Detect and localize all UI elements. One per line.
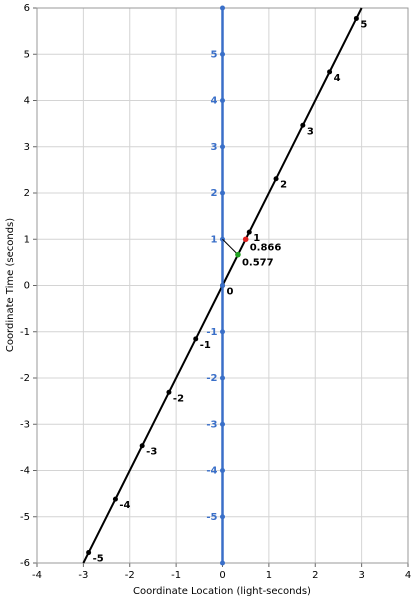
x-tick-label: -3 <box>78 570 88 581</box>
x-tick-label: 4 <box>405 570 411 581</box>
y-tick-label: -5 <box>20 512 30 523</box>
y-tick-label: 3 <box>24 142 30 153</box>
x-tick-label: -4 <box>32 570 42 581</box>
point <box>220 144 225 150</box>
y-tick-label: -1 <box>20 327 30 338</box>
point-label: -2 <box>173 393 184 404</box>
point-label: -5 <box>93 554 104 565</box>
x-axis-label: Coordinate Location (light-seconds) <box>133 586 311 597</box>
point <box>193 336 199 342</box>
point-label: 1 <box>211 234 218 245</box>
connector <box>222 238 239 256</box>
point-label: 5 <box>211 49 218 60</box>
y-axis-label: Coordinate Time (seconds) <box>5 218 16 352</box>
point <box>86 550 92 556</box>
y-tick-label: 1 <box>24 234 30 245</box>
x-tick-label: 2 <box>312 570 318 581</box>
point-label: -1 <box>206 327 217 338</box>
y-tick-label: 2 <box>24 188 30 199</box>
y-tick-label: 5 <box>24 49 30 60</box>
point-label: 3 <box>211 142 218 153</box>
point <box>353 15 359 21</box>
point <box>166 389 172 395</box>
point <box>220 190 225 196</box>
point <box>220 375 225 381</box>
y-tick-label: 6 <box>24 3 30 14</box>
point-label: 4 <box>334 73 341 84</box>
point <box>139 443 145 449</box>
annotation-label: 0.577 <box>242 258 274 269</box>
point <box>112 496 118 502</box>
y-tick-label: -2 <box>20 373 30 384</box>
point-label: 3 <box>307 126 314 137</box>
annotation-label: 0.866 <box>250 242 282 253</box>
annotation-point <box>242 236 249 243</box>
point-label: 5 <box>360 19 367 30</box>
point-label: -3 <box>206 419 217 430</box>
x-tick-label: -2 <box>125 570 135 581</box>
point <box>220 560 225 566</box>
point <box>220 468 225 473</box>
point <box>220 514 225 520</box>
annotation-point <box>235 251 241 258</box>
y-tick-label: -6 <box>20 558 30 569</box>
point-label: 0 <box>227 287 234 298</box>
point-label: -5 <box>206 512 217 523</box>
x-tick-label: 1 <box>266 570 272 581</box>
point <box>220 421 225 427</box>
point-label: -3 <box>146 447 157 458</box>
point <box>220 283 225 288</box>
point-label: -4 <box>119 500 130 511</box>
point-label: -4 <box>206 466 217 477</box>
x-tick-label: 0 <box>219 570 225 581</box>
point <box>220 51 225 57</box>
point <box>300 122 306 128</box>
point-label: 4 <box>211 96 218 107</box>
point-label: -2 <box>206 373 217 384</box>
point <box>220 5 225 11</box>
point-label: 1 <box>253 233 260 244</box>
point <box>220 98 225 103</box>
point <box>327 69 333 75</box>
point-label: -1 <box>200 340 211 351</box>
x-tick-label: -1 <box>171 570 181 581</box>
point <box>273 176 279 182</box>
x-tick-label: 3 <box>358 570 364 581</box>
y-tick-label: -4 <box>20 466 30 477</box>
point <box>220 329 225 335</box>
y-tick-label: 4 <box>24 96 30 107</box>
y-tick-label: 0 <box>24 281 30 292</box>
point-label: 2 <box>211 188 218 199</box>
point-label: 2 <box>280 180 287 191</box>
point <box>246 229 252 235</box>
y-tick-label: -3 <box>20 419 30 430</box>
